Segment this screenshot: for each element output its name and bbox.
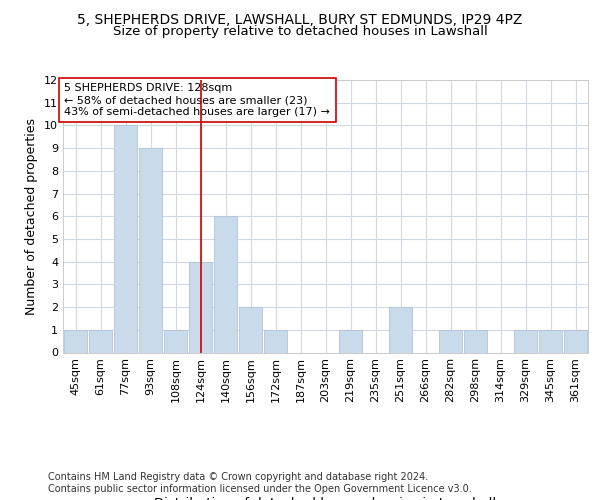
Text: Size of property relative to detached houses in Lawshall: Size of property relative to detached ho… (113, 25, 487, 38)
Bar (89, 330, 112, 352)
X-axis label: Distribution of detached houses by size in Lawshall: Distribution of detached houses by size … (154, 497, 497, 500)
Bar (439, 330, 462, 352)
Bar (114, 126, 137, 352)
Bar (389, 307, 412, 352)
Bar (464, 330, 487, 352)
Text: 5, SHEPHERDS DRIVE, LAWSHALL, BURY ST EDMUNDS, IP29 4PZ: 5, SHEPHERDS DRIVE, LAWSHALL, BURY ST ED… (77, 12, 523, 26)
Bar (139, 148, 162, 352)
Bar (189, 262, 212, 352)
Bar (239, 307, 262, 352)
Y-axis label: Number of detached properties: Number of detached properties (25, 118, 38, 315)
Text: Contains HM Land Registry data © Crown copyright and database right 2024.: Contains HM Land Registry data © Crown c… (48, 472, 428, 482)
Bar (64, 330, 87, 352)
Bar (339, 330, 362, 352)
Bar (564, 330, 587, 352)
Bar (214, 216, 237, 352)
Text: Contains public sector information licensed under the Open Government Licence v3: Contains public sector information licen… (48, 484, 472, 494)
Bar (539, 330, 562, 352)
Bar (514, 330, 537, 352)
Bar (264, 330, 287, 352)
Bar (164, 330, 187, 352)
Text: 5 SHEPHERDS DRIVE: 128sqm
← 58% of detached houses are smaller (23)
43% of semi-: 5 SHEPHERDS DRIVE: 128sqm ← 58% of detac… (64, 84, 330, 116)
